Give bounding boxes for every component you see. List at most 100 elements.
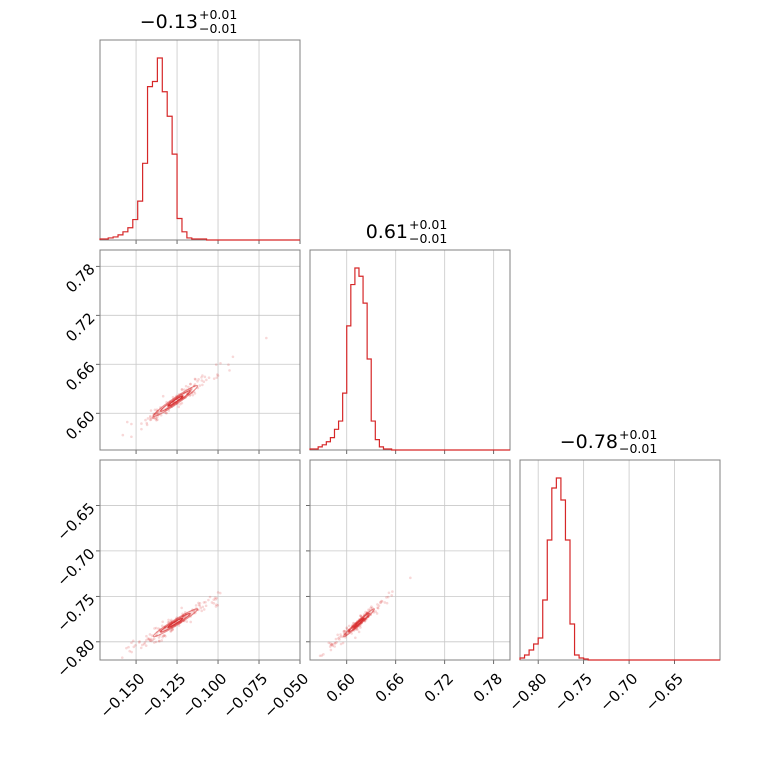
- sample-point: [149, 639, 152, 642]
- sample-point: [327, 641, 331, 645]
- sample-point: [143, 641, 147, 644]
- sample-point: [210, 601, 214, 604]
- sample-point: [329, 643, 333, 647]
- sample-point: [155, 418, 158, 422]
- panel-2-0: [96, 459, 301, 664]
- title-upper-error: +0.01: [409, 217, 447, 232]
- sample-point: [187, 385, 190, 389]
- sample-point: [202, 608, 206, 611]
- sample-point: [203, 375, 207, 379]
- sample-point: [125, 646, 128, 650]
- sample-point: [184, 384, 188, 388]
- x-tick-label: −0.075: [219, 670, 271, 722]
- sample-point: [148, 633, 152, 636]
- y-tick-label: 0.66: [62, 358, 98, 394]
- panel-2-2: [519, 459, 721, 664]
- sample-point: [409, 576, 412, 580]
- sample-point: [215, 373, 219, 376]
- sample-point: [208, 595, 212, 599]
- x-tick-label: −0.150: [96, 670, 148, 722]
- sample-point: [153, 408, 157, 412]
- sample-point: [207, 598, 210, 602]
- x-tick-label: −0.75: [551, 670, 596, 715]
- sample-point: [383, 601, 387, 604]
- panel-1-0: [96, 249, 301, 454]
- sample-point: [336, 633, 339, 637]
- contour-level-1: [167, 617, 184, 628]
- panel-frame: [99, 459, 301, 661]
- contour-level-2: [348, 612, 370, 633]
- sample-point: [201, 605, 205, 609]
- pair-1-2: [318, 576, 412, 658]
- sample-point: [379, 601, 383, 605]
- pair-0-1: [121, 336, 268, 439]
- x-tick-label: −0.80: [505, 670, 550, 715]
- sample-point: [140, 427, 143, 431]
- sample-point: [333, 645, 336, 648]
- sample-point: [333, 642, 337, 645]
- sample-point: [154, 417, 157, 421]
- sample-point: [390, 594, 394, 597]
- sample-point: [144, 418, 147, 422]
- sample-point: [265, 336, 268, 340]
- pair-0-2: [120, 591, 222, 659]
- sample-point: [155, 417, 158, 420]
- y-tick-label: 0.72: [62, 309, 98, 345]
- sample-point: [364, 610, 367, 614]
- sample-point: [376, 606, 379, 609]
- sample-point: [127, 645, 130, 649]
- y-tick-label: 0.60: [62, 407, 98, 443]
- sample-point: [148, 416, 152, 419]
- contour-level-3: [342, 608, 376, 638]
- sample-point: [367, 608, 370, 612]
- sample-point: [177, 405, 181, 409]
- panel-2-1: [306, 459, 511, 664]
- sample-point: [198, 604, 202, 608]
- sample-point: [180, 606, 183, 610]
- sample-point: [158, 640, 161, 643]
- sample-point: [328, 645, 332, 648]
- sample-point: [189, 382, 192, 386]
- sample-point: [374, 610, 378, 613]
- sample-point: [130, 435, 133, 439]
- sample-point: [151, 416, 155, 420]
- sample-point: [338, 638, 341, 641]
- sample-point: [193, 383, 197, 386]
- panel-frame: [99, 249, 301, 451]
- sample-point: [228, 369, 231, 372]
- sample-point: [161, 394, 165, 398]
- sample-point: [200, 609, 204, 613]
- sample-point: [151, 416, 154, 420]
- sample-point: [329, 641, 332, 645]
- y-tick-label: −0.80: [53, 636, 98, 681]
- sample-point: [134, 643, 137, 647]
- sample-point: [198, 384, 202, 387]
- title-value: −0.78: [560, 431, 618, 453]
- sample-point: [339, 635, 343, 638]
- sample-point: [357, 630, 361, 634]
- sample-point: [194, 378, 197, 381]
- sample-point: [194, 604, 198, 607]
- sample-point: [330, 643, 333, 647]
- sample-point: [330, 643, 334, 646]
- sample-point: [212, 377, 216, 380]
- sample-point: [159, 413, 163, 417]
- sample-point: [200, 376, 203, 379]
- sample-point: [212, 602, 216, 605]
- title-value: −0.13: [140, 11, 198, 33]
- sample-point: [145, 423, 149, 427]
- x-tick-label: −0.70: [596, 670, 641, 715]
- contour-level-3: [152, 384, 199, 418]
- sample-point: [213, 596, 217, 600]
- sample-point: [337, 637, 340, 640]
- sample-point: [376, 606, 380, 610]
- sample-point: [157, 639, 161, 643]
- panel-1-1: [309, 249, 511, 454]
- sample-point: [149, 409, 153, 412]
- sample-point: [227, 363, 230, 367]
- sample-point: [200, 379, 204, 382]
- sample-point: [343, 629, 347, 633]
- sample-point: [193, 392, 197, 395]
- sample-point: [197, 601, 200, 605]
